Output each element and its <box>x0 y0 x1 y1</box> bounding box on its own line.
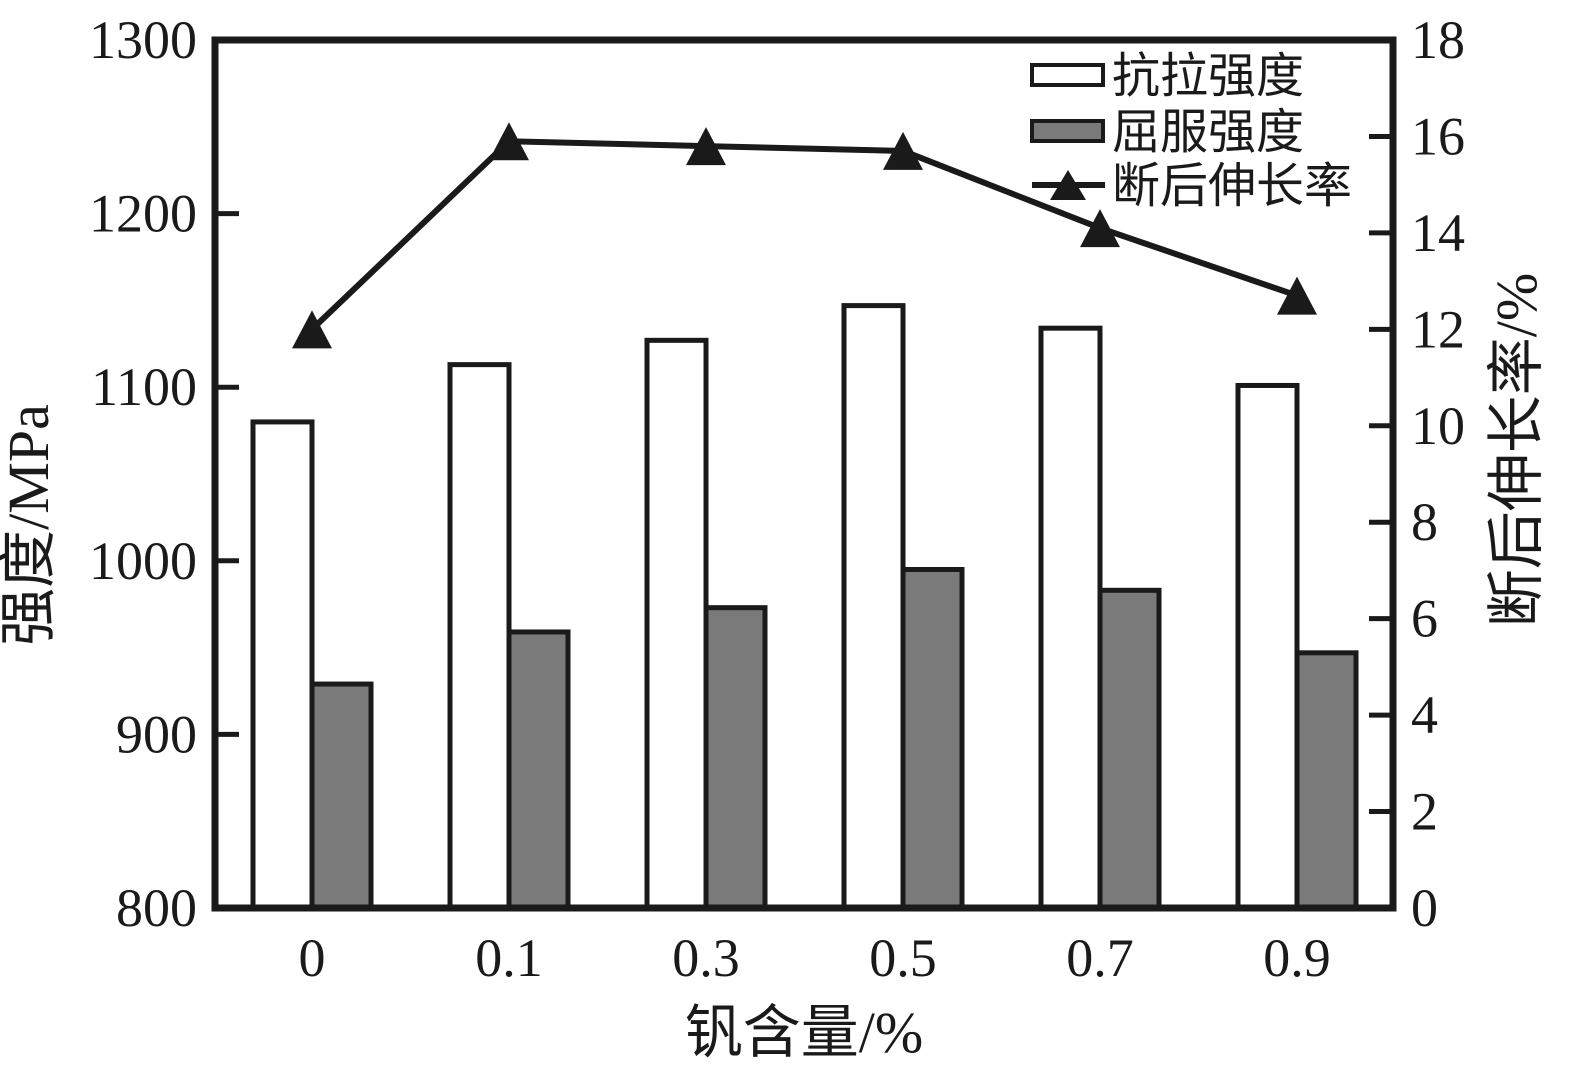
bars-layer <box>250 303 1359 911</box>
plot-frame <box>211 36 1397 912</box>
elongation-marker-1 <box>489 122 529 161</box>
x-category-label-1: 0.1 <box>475 928 543 988</box>
tensile-bar-0 <box>250 419 315 911</box>
yield-bar-5 <box>1294 650 1359 911</box>
yield-bar-0 <box>309 681 374 911</box>
tensile-bar-3 <box>841 303 906 911</box>
right-axis-tick-label-0: 0 <box>1411 878 1438 938</box>
right-axis-title: 断后伸长率/% <box>1484 273 1549 627</box>
right-axis-tick-label-18: 18 <box>1411 10 1465 70</box>
legend: 抗拉强度 屈服强度 断后伸长率 <box>1030 50 1352 213</box>
elongation-marker-0 <box>292 310 332 349</box>
elongation-marker-3 <box>883 131 923 170</box>
left-axis-tick-label-1000: 1000 <box>89 531 197 591</box>
x-category-label-5: 0.9 <box>1263 928 1331 988</box>
tensile-bar-5 <box>1235 382 1300 911</box>
legend-label-tensile: 抗拉强度 <box>1112 50 1304 103</box>
axis-ticks-layer: 800 900 1000 1100 1200 1300 0 2 4 6 8 10 12 14 16 18 <box>89 10 1465 938</box>
right-axis-tick-label-14: 14 <box>1411 203 1465 263</box>
elongation-marker-2 <box>686 127 726 166</box>
tensile-bar-4 <box>1038 325 1103 911</box>
right-axis-tick-label-16: 16 <box>1411 106 1465 166</box>
left-axis-tick-label-1200: 1200 <box>89 184 197 244</box>
x-category-label-3: 0.5 <box>869 928 937 988</box>
left-axis-tick-label-1300: 1300 <box>89 10 197 70</box>
right-axis-tick-label-12: 12 <box>1411 299 1465 359</box>
x-category-label-2: 0.3 <box>672 928 740 988</box>
left-axis-tick-label-1100: 1100 <box>91 357 197 417</box>
right-axis-tick-label-4: 4 <box>1411 685 1438 745</box>
right-axis-tick-label-6: 6 <box>1411 589 1438 649</box>
x-axis-title: 钒含量/% <box>685 1000 923 1065</box>
legend-swatch-tensile <box>1030 63 1105 87</box>
yield-bar-1 <box>506 629 571 911</box>
legend-label-elongation: 断后伸长率 <box>1112 160 1352 213</box>
yield-bar-3 <box>900 566 965 911</box>
right-axis-tick-label-10: 10 <box>1411 396 1465 456</box>
legend-swatch-yield <box>1030 119 1105 143</box>
x-category-label-0: 0 <box>299 928 326 988</box>
plot-frame-layer <box>211 36 1397 912</box>
legend-marker-triangle-icon <box>1050 170 1086 200</box>
legend-label-yield: 屈服强度 <box>1112 106 1304 159</box>
elongation-marker-4 <box>1080 209 1120 248</box>
tensile-bar-1 <box>447 362 512 911</box>
elongation-marker-5 <box>1277 276 1317 315</box>
left-axis-tick-label-800: 800 <box>116 878 197 938</box>
tensile-bar-2 <box>644 337 709 911</box>
x-category-labels-layer: 0 0.1 0.3 0.5 0.7 0.9 <box>299 928 1331 988</box>
right-axis-tick-label-8: 8 <box>1411 492 1438 552</box>
left-axis-title: 强度/MPa <box>0 404 61 646</box>
left-axis-tick-label-900: 900 <box>116 704 197 764</box>
elongation-line <box>309 138 1298 332</box>
yield-bar-2 <box>703 605 768 911</box>
line-series-layer <box>292 122 1317 349</box>
x-category-label-4: 0.7 <box>1066 928 1134 988</box>
yield-bar-4 <box>1097 587 1162 911</box>
right-axis-tick-label-2: 2 <box>1411 782 1438 842</box>
